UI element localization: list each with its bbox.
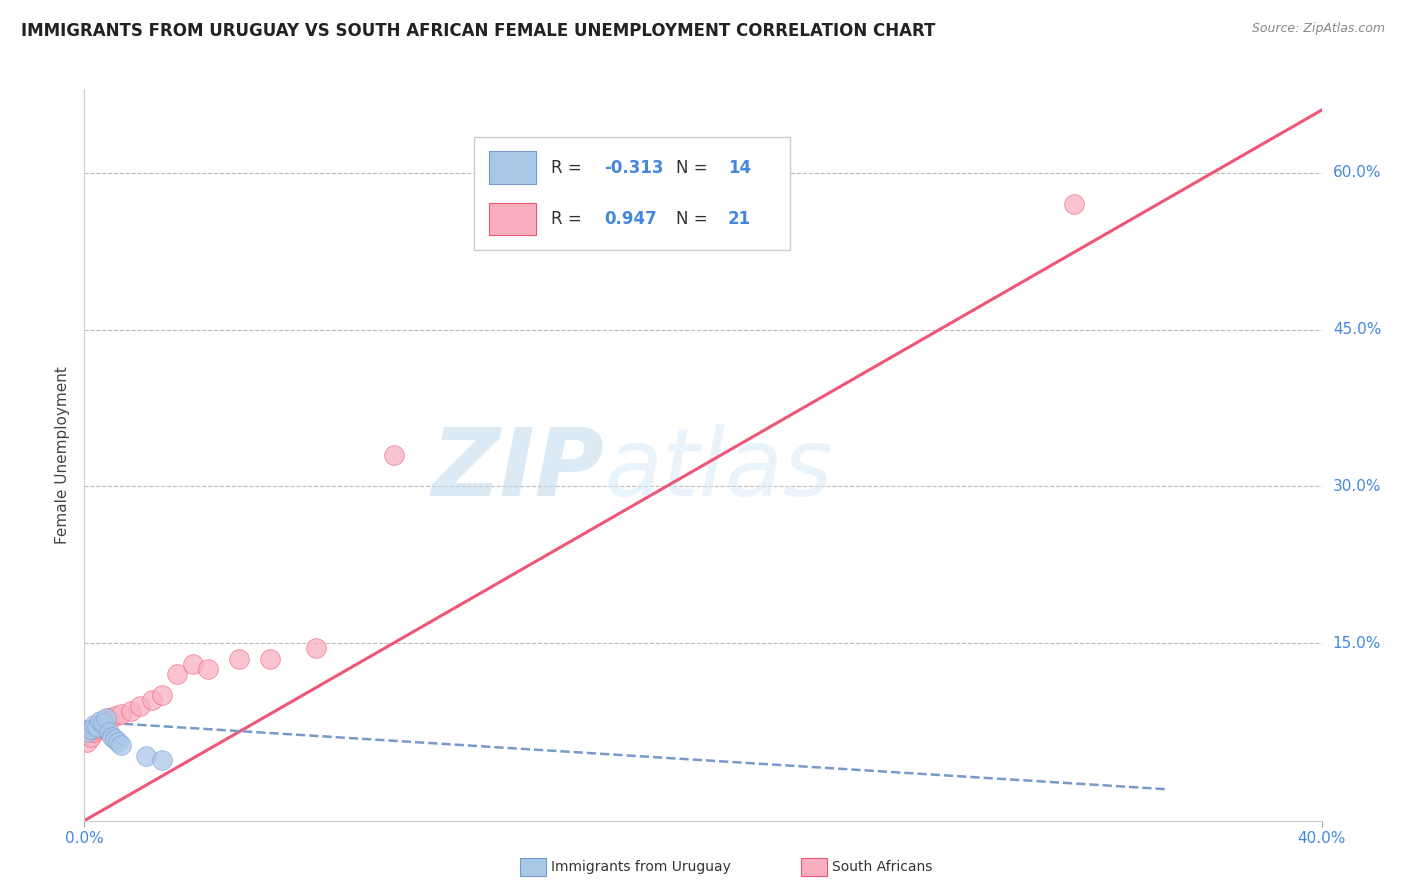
Point <box>166 667 188 681</box>
Text: 45.0%: 45.0% <box>1333 322 1381 337</box>
Point <box>305 641 328 656</box>
Point <box>86 722 108 736</box>
Point <box>94 714 117 729</box>
FancyBboxPatch shape <box>474 136 790 250</box>
Point <box>181 657 204 671</box>
Point <box>1063 197 1085 211</box>
Text: -0.313: -0.313 <box>605 159 664 178</box>
Point <box>98 724 121 739</box>
Text: N =: N = <box>676 159 713 178</box>
Point <box>86 720 108 734</box>
Text: R =: R = <box>551 159 586 178</box>
Text: 15.0%: 15.0% <box>1333 635 1381 650</box>
Point <box>76 735 98 749</box>
Point <box>129 698 152 713</box>
Text: N =: N = <box>676 211 713 228</box>
Point <box>98 711 121 725</box>
Text: 30.0%: 30.0% <box>1333 479 1381 494</box>
Point <box>135 748 157 763</box>
Point <box>104 709 127 723</box>
Text: Immigrants from Uruguay: Immigrants from Uruguay <box>551 860 731 874</box>
Point <box>79 722 101 736</box>
Point <box>228 651 250 665</box>
Text: 21: 21 <box>728 211 751 228</box>
Text: South Africans: South Africans <box>832 860 932 874</box>
Point <box>101 730 124 744</box>
Point <box>141 693 163 707</box>
Y-axis label: Female Unemployment: Female Unemployment <box>55 366 70 544</box>
Point <box>382 448 405 462</box>
Text: IMMIGRANTS FROM URUGUAY VS SOUTH AFRICAN FEMALE UNEMPLOYMENT CORRELATION CHART: IMMIGRANTS FROM URUGUAY VS SOUTH AFRICAN… <box>21 22 935 40</box>
Text: R =: R = <box>551 211 586 228</box>
Point <box>110 739 132 753</box>
Text: 14: 14 <box>728 159 751 178</box>
Point <box>107 735 129 749</box>
Text: 0.947: 0.947 <box>605 211 657 228</box>
Text: 60.0%: 60.0% <box>1333 165 1381 180</box>
Point <box>120 704 142 718</box>
Point <box>76 724 98 739</box>
Text: Source: ZipAtlas.com: Source: ZipAtlas.com <box>1251 22 1385 36</box>
FancyBboxPatch shape <box>489 202 536 235</box>
Point <box>197 662 219 676</box>
Point <box>110 707 132 722</box>
Text: atlas: atlas <box>605 424 832 515</box>
Point <box>79 730 101 744</box>
Point <box>94 711 117 725</box>
Point <box>83 717 105 731</box>
FancyBboxPatch shape <box>489 152 536 185</box>
Point <box>91 717 114 731</box>
Point <box>83 724 105 739</box>
Point <box>150 753 173 767</box>
Point <box>89 714 111 729</box>
Point <box>89 720 111 734</box>
Point <box>150 688 173 702</box>
Point <box>259 651 281 665</box>
Point <box>104 732 127 747</box>
Point <box>91 716 114 731</box>
Text: ZIP: ZIP <box>432 424 605 516</box>
